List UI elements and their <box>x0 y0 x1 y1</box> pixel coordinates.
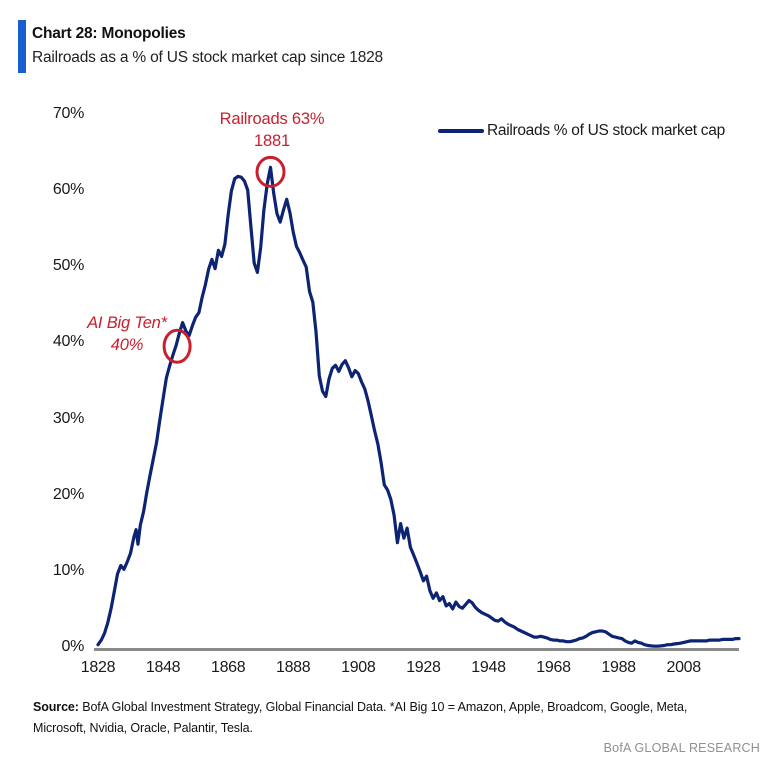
ai-annotation-line1: AI Big Ten* <box>87 314 167 332</box>
x-tick-label-1968: 1968 <box>536 659 571 676</box>
legend-line-swatch <box>438 129 484 133</box>
y-tick-label-30: 30% <box>52 409 84 427</box>
chart-subtitle: Railroads as a % of US stock market cap … <box>32 49 383 66</box>
ai-big-ten-annotation: AI Big Ten* 40% <box>47 312 207 356</box>
x-tick-label-1828: 1828 <box>80 659 116 676</box>
ai-big-ten-highlight-circle <box>162 328 192 364</box>
y-tick-label-50: 50% <box>52 257 84 275</box>
x-tick-label-1948: 1948 <box>471 659 506 676</box>
x-tick-label-1928: 1928 <box>406 659 441 676</box>
source-label: Source: <box>33 700 79 714</box>
x-tick-label-1868: 1868 <box>210 659 246 676</box>
railroads-line <box>96 165 741 648</box>
source-note-line2: Microsoft, Nvidia, Oracle, Palantir, Tes… <box>33 721 253 735</box>
x-tick-label-1848: 1848 <box>145 659 181 676</box>
chart-title: Chart 28: Monopolies <box>32 25 186 42</box>
y-tick-label-20: 20% <box>52 485 84 503</box>
x-tick-label-1908: 1908 <box>341 659 376 676</box>
y-tick-label-40: 40% <box>52 333 84 351</box>
x-tick-label-2008: 2008 <box>666 659 701 676</box>
legend: Railroads % of US stock market cap <box>438 122 725 140</box>
y-tick-label-60: 60% <box>52 181 84 199</box>
source-note: Source: BofA Global Investment Strategy,… <box>33 697 745 739</box>
brand-label: BofA GLOBAL RESEARCH <box>603 741 760 755</box>
source-note-line1: Source: BofA Global Investment Strategy,… <box>33 700 688 714</box>
x-tick-label-1988: 1988 <box>601 659 636 676</box>
x-tick-label-1888: 1888 <box>275 659 311 676</box>
peak-highlight-circle <box>255 155 286 188</box>
legend-label: Railroads % of US stock market cap <box>487 122 725 139</box>
y-tick-label-10: 10% <box>52 561 84 579</box>
y-tick-label-70: 70% <box>52 105 84 122</box>
peak-annotation-line2: 1881 <box>254 132 290 150</box>
ai-annotation-line2: 40% <box>110 336 144 354</box>
title-accent-bar <box>18 20 26 73</box>
peak-annotation: Railroads 63% 1881 <box>182 108 362 152</box>
y-tick-label-0: 0% <box>61 638 84 655</box>
peak-annotation-line1: Railroads 63% <box>219 110 325 128</box>
